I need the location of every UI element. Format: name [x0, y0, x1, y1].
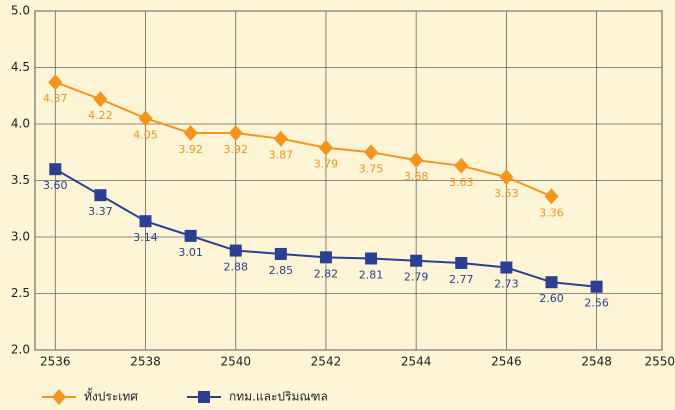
- y-tick-label: 4.0: [11, 117, 30, 131]
- value-label: 3.36: [539, 206, 564, 219]
- marker: [318, 139, 333, 156]
- legend-marker: [198, 391, 210, 403]
- value-label: 3.79: [314, 158, 339, 171]
- marker: [319, 251, 332, 264]
- y-tick-label: 2.0: [11, 343, 30, 357]
- marker: [93, 91, 108, 108]
- marker: [455, 256, 468, 269]
- value-label: 4.05: [133, 128, 158, 141]
- legend-label: กทม.และปริมณฑล: [229, 390, 328, 404]
- value-label: 3.60: [43, 179, 68, 192]
- marker: [139, 215, 152, 228]
- value-label: 3.92: [178, 143, 203, 156]
- value-label: 3.01: [178, 246, 203, 259]
- marker: [545, 276, 558, 289]
- y-tick-label: 5.0: [11, 4, 30, 18]
- value-label: 2.56: [584, 297, 609, 310]
- y-tick-label: 3.5: [11, 173, 30, 187]
- y-tick-label: 2.5: [11, 286, 30, 300]
- y-tick-label: 3.0: [11, 230, 30, 244]
- value-label: 3.63: [449, 176, 474, 189]
- marker: [544, 188, 559, 205]
- value-label: 3.75: [359, 162, 384, 175]
- value-label: 4.37: [43, 92, 68, 105]
- value-label: 2.77: [449, 273, 474, 286]
- x-tick-label: 2546: [491, 355, 522, 369]
- value-label: 2.79: [404, 271, 429, 284]
- value-label: 2.82: [314, 267, 339, 280]
- marker: [499, 169, 514, 186]
- value-label: 2.81: [359, 268, 384, 281]
- marker: [500, 261, 513, 274]
- x-tick-label: 2544: [401, 355, 432, 369]
- value-label: 3.87: [269, 149, 294, 162]
- x-tick-label: 2550: [644, 355, 675, 369]
- marker: [410, 254, 423, 267]
- marker: [94, 189, 107, 202]
- value-label: 4.22: [88, 109, 113, 122]
- marker: [183, 125, 198, 142]
- y-tick-label: 4.5: [11, 60, 30, 74]
- x-tick-label: 2536: [40, 355, 71, 369]
- value-label: 3.37: [88, 205, 113, 218]
- marker: [364, 144, 379, 161]
- marker: [48, 74, 63, 91]
- x-tick-label: 2540: [220, 355, 251, 369]
- value-label: 2.85: [269, 264, 294, 277]
- value-label: 2.60: [539, 292, 564, 305]
- x-tick-label: 2548: [581, 355, 612, 369]
- value-label: 2.88: [223, 261, 248, 274]
- value-label: 3.14: [133, 231, 158, 244]
- marker: [138, 110, 153, 127]
- marker: [273, 130, 288, 147]
- marker: [49, 163, 62, 176]
- marker: [409, 152, 424, 169]
- marker: [454, 157, 469, 174]
- value-label: 3.68: [404, 170, 429, 183]
- marker: [274, 247, 287, 260]
- marker: [184, 229, 197, 242]
- marker: [228, 125, 243, 142]
- legend-marker: [52, 389, 66, 405]
- value-label: 2.73: [494, 278, 519, 291]
- marker: [590, 280, 603, 293]
- marker: [229, 244, 242, 257]
- value-label: 3.53: [494, 187, 519, 200]
- x-tick-label: 2538: [130, 355, 161, 369]
- legend-label: ทั้งประเทศ: [84, 388, 138, 404]
- x-tick-label: 2542: [311, 355, 342, 369]
- series-line: [54, 81, 552, 198]
- value-label: 3.92: [223, 143, 248, 156]
- marker: [365, 252, 378, 265]
